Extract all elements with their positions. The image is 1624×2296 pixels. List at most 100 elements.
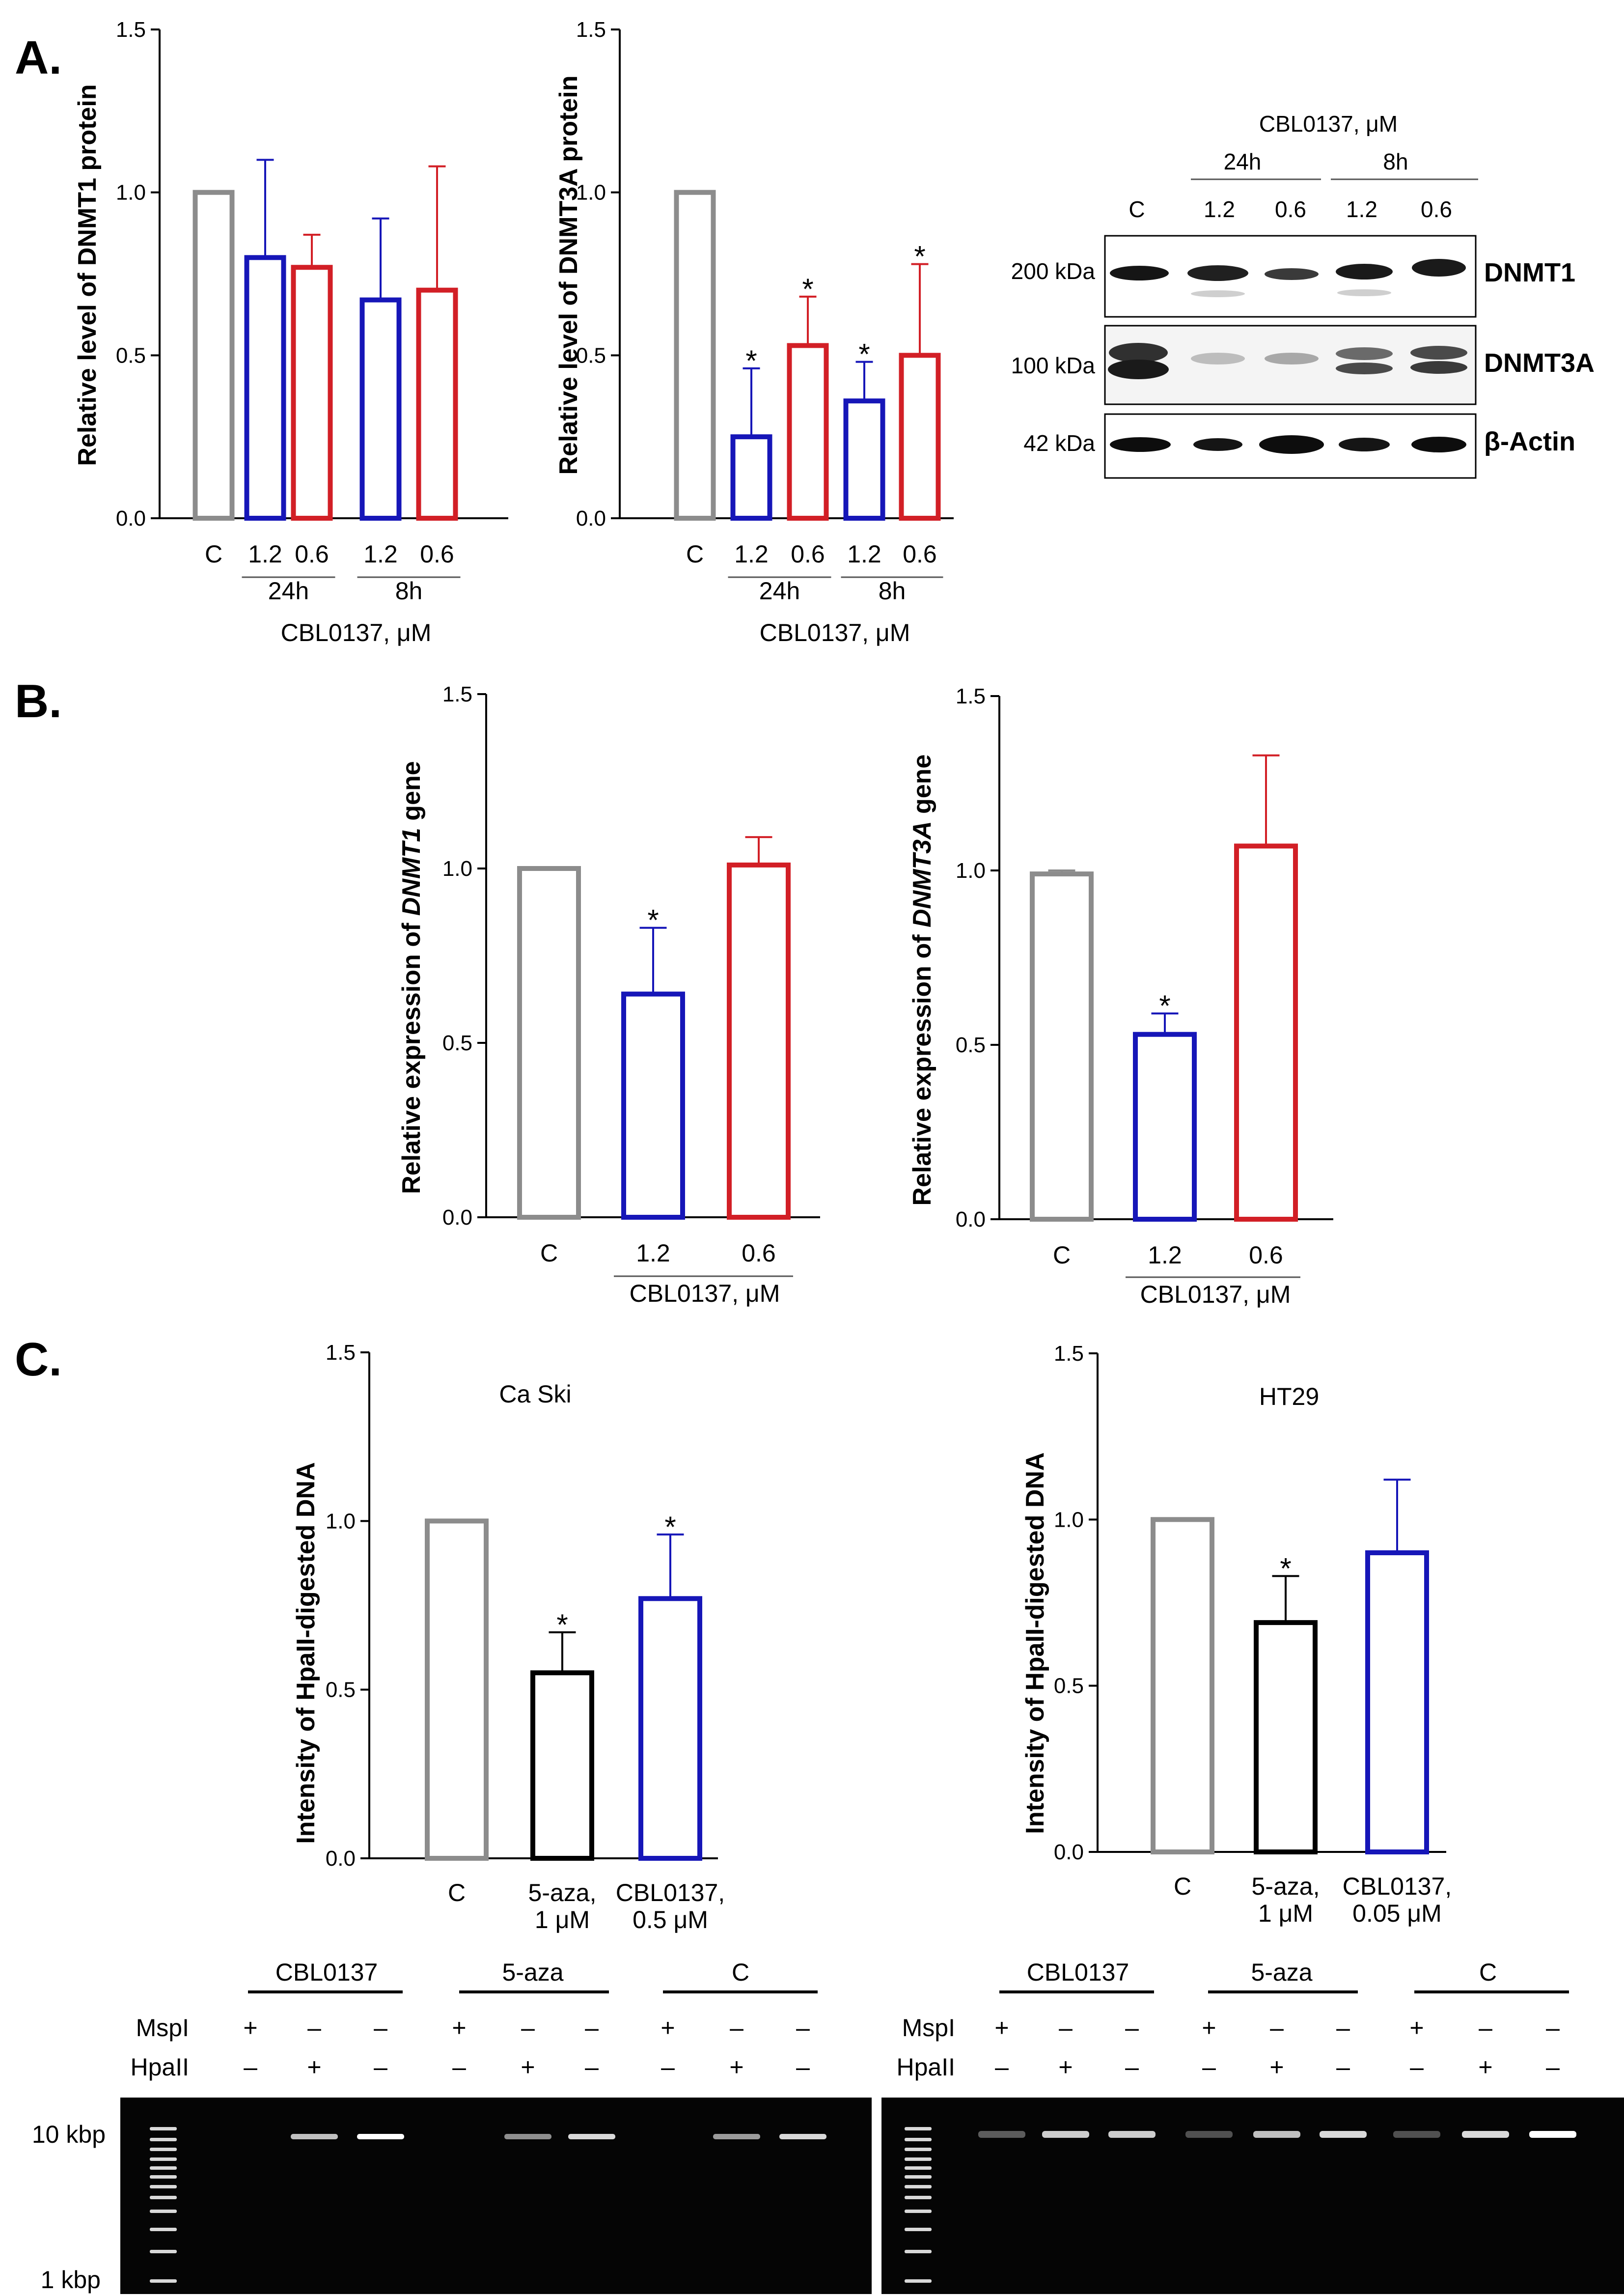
gel-dna-band: [504, 2134, 551, 2139]
gel-sign: –: [521, 2014, 535, 2042]
x-axis-label: CBL0137, μM: [760, 619, 910, 646]
gel-ladder-band: [150, 2196, 177, 2199]
gel-dna-band: [1042, 2131, 1089, 2138]
x-category-label: 1.2: [847, 540, 881, 568]
wb-lane-label: 0.6: [1275, 196, 1306, 222]
significance-star: *: [647, 904, 659, 937]
gel-enzyme-label: MspI: [136, 2014, 189, 2042]
gel-ladder-band: [905, 2196, 932, 2199]
x-axis-label: CBL0137, μM: [1140, 1281, 1291, 1308]
x-category-label: 0.6: [420, 540, 454, 568]
bar: [1030, 871, 1094, 1222]
x-axis-label: CBL0137, μM: [630, 1280, 780, 1307]
y-tick-label: 1.0: [116, 181, 146, 205]
gel-sign: –: [796, 2053, 810, 2081]
bar: [193, 190, 235, 521]
bar: [530, 1670, 594, 1861]
y-tick-label: 1.5: [956, 684, 986, 708]
significance-star: *: [745, 344, 757, 377]
significance-star: *: [556, 1608, 568, 1641]
gel-sign: +: [994, 2014, 1009, 2042]
y-tick-label: 1.0: [956, 859, 986, 883]
gel-sign: –: [1410, 2053, 1424, 2081]
x-category-label: 1.2: [363, 540, 398, 568]
wb-marker-label: 100 kDa: [1011, 353, 1096, 378]
gel-ladder-band: [150, 2157, 177, 2161]
gel-sign: +: [307, 2053, 321, 2081]
gel-ladder-band: [905, 2210, 932, 2213]
y-axis-label-part: DNMT1: [397, 828, 426, 916]
gel-dna-band: [568, 2134, 615, 2139]
gel-sign: –: [730, 2014, 743, 2042]
gel-image-left: [120, 2098, 872, 2294]
x-category-label: 0.6: [1249, 1241, 1283, 1269]
chart-title: HT29: [1259, 1383, 1319, 1410]
x-category-label: 5-aza,: [528, 1879, 597, 1906]
gel-ladder-band: [905, 2250, 932, 2253]
gel-dna-band: [779, 2134, 826, 2139]
y-tick-label: 1.0: [1054, 1508, 1084, 1532]
wb-band: [1191, 353, 1245, 364]
gel-group-label: C: [1479, 1959, 1497, 1986]
gel-sign: +: [521, 2053, 535, 2081]
y-tick-label: 1.5: [116, 18, 146, 42]
gel-sign: –: [244, 2053, 257, 2081]
gel-sign: –: [1059, 2014, 1073, 2042]
gel-ladder-band: [905, 2148, 932, 2151]
x-category-label: CBL0137,: [616, 1879, 725, 1906]
significance-star: *: [664, 1511, 676, 1543]
wb-marker-label: 42 kDa: [1023, 430, 1095, 456]
chart-dnmt3a-expression: 0.0 0.5 1.0 1.5 Relative expression of DNMT3…: [908, 684, 1333, 1308]
wb-protein-label: DNMT1: [1484, 258, 1575, 287]
y-tick-label: 0.5: [576, 343, 606, 367]
y-tick-label: 1.0: [442, 857, 472, 881]
chart-caski-hpaii: 0.0 0.5 1.0 1.5 Intensity of HpaII-digested …: [292, 1341, 725, 1933]
y-tick-label: 1.5: [442, 682, 472, 706]
y-tick-label: 0.5: [326, 1678, 356, 1702]
gel-ladder-band: [150, 2250, 177, 2253]
y-axis-label: Relative level of DNMT3A protein: [554, 76, 583, 475]
gel-enzyme-label: MspI: [902, 2014, 955, 2042]
x-category-label: 0.6: [791, 540, 825, 568]
group-label: 24h: [759, 577, 800, 605]
gel-ladder-band: [150, 2166, 177, 2170]
gel-ladder-band: [905, 2138, 932, 2141]
x-category-label: 0.6: [742, 1239, 776, 1267]
bar: [425, 1518, 489, 1861]
x-category-label: C: [448, 1879, 466, 1906]
gel-sign: –: [1336, 2053, 1350, 2081]
wb-band: [1337, 289, 1391, 296]
gel-sign: +: [452, 2014, 466, 2042]
gel-bands: [150, 2127, 1576, 2283]
x-category-label: 1 μM: [535, 1906, 590, 1933]
x-category-label: 0.6: [903, 540, 937, 568]
x-category-label: C: [205, 540, 222, 568]
wb-group-label: 24h: [1224, 149, 1262, 174]
gel-header-left: CBL0137 5-aza C MspI HpaII: [130, 1959, 818, 2081]
y-axis-label-part: Relative expression of: [908, 927, 936, 1205]
gel-dna-band: [357, 2134, 404, 2139]
chart-dnmt1-expression: 0.0 0.5 1.0 1.5 Relative expression of DNMT1…: [397, 682, 820, 1307]
wb-lane-label: 0.6: [1421, 196, 1452, 222]
gel-ladder-band: [905, 2127, 932, 2130]
y-axis-label-part: gene: [397, 761, 426, 828]
x-category-label: 1.2: [636, 1239, 670, 1267]
wb-protein-label: β-Actin: [1484, 427, 1575, 456]
gel-sign: +: [1202, 2014, 1216, 2042]
gel-enzyme-label: HpaII: [896, 2053, 955, 2081]
x-category-label: C: [1053, 1241, 1071, 1269]
wb-band: [1110, 266, 1169, 280]
gel-dna-band: [978, 2131, 1025, 2138]
panel-label-c: C.: [15, 1333, 62, 1386]
y-axis-label-part: gene: [908, 755, 936, 821]
gel-ladder-band: [150, 2175, 177, 2179]
panel-label-b: B.: [15, 675, 62, 728]
gel-ladder-band: [905, 2175, 932, 2179]
gel-sign: –: [1125, 2053, 1139, 2081]
gel-sign: +: [1269, 2053, 1284, 2081]
x-category-label: C: [1174, 1873, 1191, 1900]
y-axis-label-part: Relative expression of: [397, 916, 426, 1194]
x-category-label: CBL0137,: [1343, 1873, 1452, 1900]
x-category-label: 1.2: [1148, 1241, 1182, 1269]
bar: [244, 255, 286, 521]
